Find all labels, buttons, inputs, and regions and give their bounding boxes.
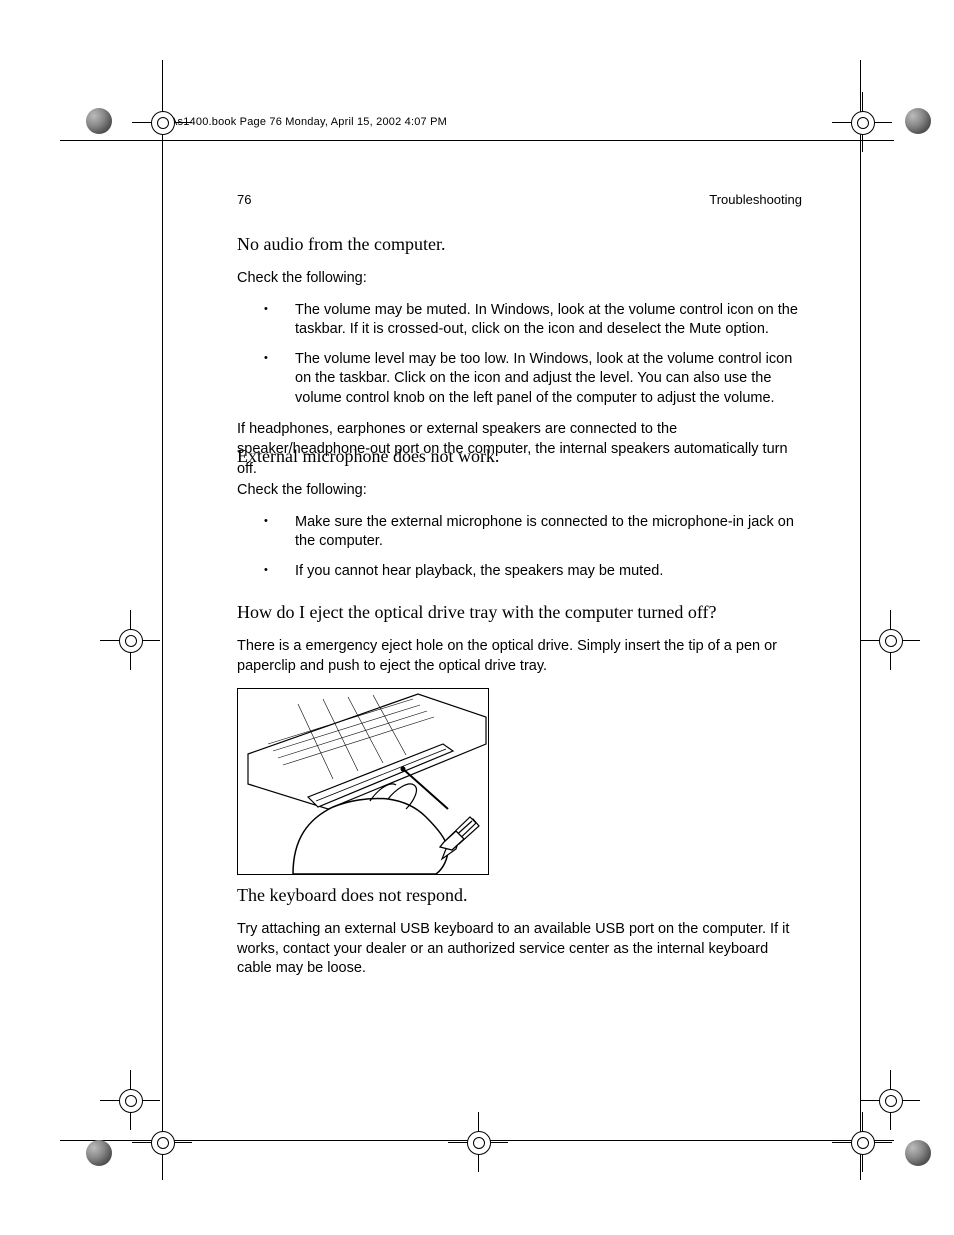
list-item: If you cannot hear playback, the speaker… bbox=[237, 562, 802, 582]
registration-mark bbox=[832, 92, 892, 152]
registration-dot bbox=[86, 1140, 112, 1166]
intro: Check the following: bbox=[237, 481, 802, 501]
heading: The keyboard does not respond. bbox=[237, 885, 802, 906]
book-stamp: As1400.book Page 76 Monday, April 15, 20… bbox=[170, 116, 447, 128]
heading: How do I eject the optical drive tray wi… bbox=[237, 602, 802, 623]
heading: No audio from the computer. bbox=[237, 234, 802, 255]
bullet-list: Make sure the external microphone is con… bbox=[237, 513, 802, 582]
registration-mark bbox=[448, 1112, 508, 1172]
list-item: The volume may be muted. In Windows, loo… bbox=[237, 301, 802, 340]
list-item: Make sure the external microphone is con… bbox=[237, 513, 802, 552]
registration-mark bbox=[100, 610, 160, 670]
page-number: 76 bbox=[237, 192, 251, 207]
registration-mark bbox=[860, 610, 920, 670]
section-microphone: External microphone does not work. Check… bbox=[237, 446, 802, 593]
section-title: Troubleshooting bbox=[709, 192, 802, 207]
registration-dot bbox=[905, 1140, 931, 1166]
section-eject: How do I eject the optical drive tray wi… bbox=[237, 602, 802, 904]
body: There is a emergency eject hole on the o… bbox=[237, 637, 802, 676]
figure-eject-drive bbox=[237, 688, 802, 880]
intro: Check the following: bbox=[237, 269, 802, 289]
registration-mark bbox=[132, 1112, 192, 1172]
registration-dot bbox=[86, 108, 112, 134]
body: Try attaching an external USB keyboard t… bbox=[237, 920, 802, 979]
section-keyboard: The keyboard does not respond. Try attac… bbox=[237, 885, 802, 991]
registration-dot bbox=[905, 108, 931, 134]
crop-line bbox=[162, 60, 163, 1180]
page: As1400.book Page 76 Monday, April 15, 20… bbox=[0, 0, 954, 1235]
list-item: The volume level may be too low. In Wind… bbox=[237, 350, 802, 409]
registration-mark bbox=[132, 92, 192, 152]
heading: External microphone does not work. bbox=[237, 446, 802, 467]
registration-mark bbox=[832, 1112, 892, 1172]
laptop-eject-illustration bbox=[237, 688, 489, 875]
bullet-list: The volume may be muted. In Windows, loo… bbox=[237, 301, 802, 409]
